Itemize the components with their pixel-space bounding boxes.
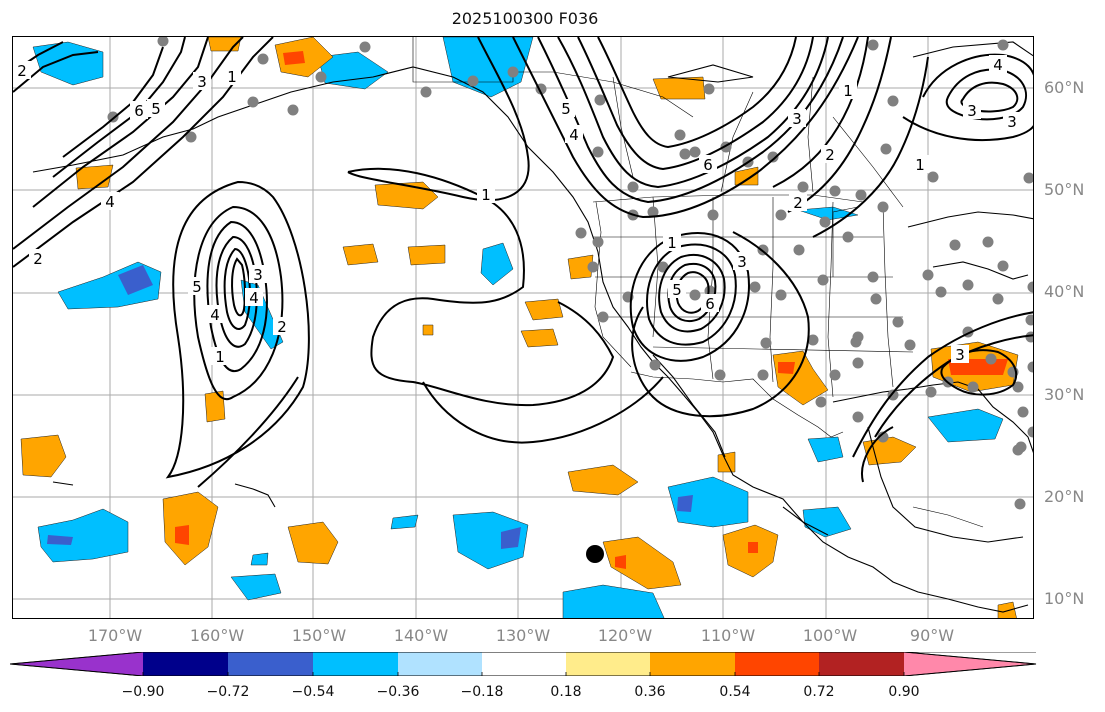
colorbar-tick-label: −0.36	[376, 684, 420, 700]
contour-label: 1	[843, 82, 853, 100]
contour-label: 4	[105, 193, 115, 211]
lon-label-160w: 160°W	[189, 626, 245, 645]
colorbar-tick-label: 0.54	[719, 684, 751, 700]
contour-label: 1	[227, 68, 237, 86]
colorbar-segment	[228, 652, 313, 676]
contour-label: 3	[955, 346, 965, 364]
lat-label-30n: 30°N	[1044, 385, 1085, 404]
contour-label: 5	[561, 100, 571, 118]
colorbar-tick-label: 0.72	[803, 684, 835, 700]
lon-label-120w: 120°W	[597, 626, 653, 645]
colorbar-segment	[313, 652, 398, 676]
colorbar-tick-label: −0.18	[460, 684, 504, 700]
colorbar-tick-label: −0.72	[206, 684, 250, 700]
map-panel[interactable]: 6 5 4 3 2 1 1 5 4 3 2 4 2 5	[12, 36, 1034, 619]
contour-label: 6	[134, 102, 144, 120]
colorbar-tick-label: 0.36	[634, 684, 666, 700]
colorbar-segment	[482, 652, 566, 676]
colorbar-tick-label: −0.90	[121, 684, 165, 700]
contour-label: 6	[705, 295, 715, 313]
colorbar-segment	[735, 652, 819, 676]
contour-label: 4	[249, 289, 259, 307]
contour-label: 2	[793, 194, 803, 212]
contour-label: 2	[33, 250, 43, 268]
contour-label: 2	[277, 318, 287, 336]
colorbar-segment	[143, 652, 228, 676]
contour-label: 4	[210, 306, 220, 324]
contour-label: 3	[197, 73, 207, 91]
lon-label-170w: 170°W	[87, 626, 143, 645]
lon-label-140w: 140°W	[393, 626, 449, 645]
positive-anomaly-patches	[20, 37, 1019, 618]
contour-label: 3	[737, 253, 747, 271]
lat-label-20n: 20°N	[1044, 487, 1085, 506]
lon-label-90w: 90°W	[909, 626, 955, 645]
contour-label: 1	[215, 348, 225, 366]
station-markers	[107, 37, 1033, 510]
colorbar-segment	[650, 652, 735, 676]
lon-label-150w: 150°W	[291, 626, 347, 645]
map-canvas: 6 5 4 3 2 1 1 5 4 3 2 4 2 5	[13, 37, 1033, 618]
contour-label: 6	[703, 156, 713, 174]
colorbar-tick-label: 0.90	[888, 684, 920, 700]
storm-center-marker	[586, 545, 604, 563]
lat-label-60n: 60°N	[1044, 78, 1085, 97]
contour-label: 1	[481, 186, 491, 204]
colorbar-segment	[10, 652, 143, 676]
lat-label-10n: 10°N	[1044, 589, 1085, 608]
contour-label: 3	[1007, 113, 1017, 131]
lon-label-100w: 100°W	[802, 626, 858, 645]
contour-label: 4	[993, 56, 1003, 74]
colorbar-segment	[904, 652, 1036, 676]
lat-label-50n: 50°N	[1044, 180, 1085, 199]
contour-label: 1	[667, 234, 677, 252]
lon-label-130w: 130°W	[495, 626, 551, 645]
contour-label: 3	[967, 102, 977, 120]
lat-label-40n: 40°N	[1044, 282, 1085, 301]
contour-label: 5	[151, 100, 161, 118]
anomaly-contours	[13, 37, 1033, 488]
lon-label-110w: 110°W	[700, 626, 756, 645]
contour-label: 5	[192, 278, 202, 296]
contour-label: 3	[253, 266, 263, 284]
colorbar-tick-label: 0.18	[550, 684, 582, 700]
colorbar-tick-label: −0.54	[291, 684, 335, 700]
map-title: 2025100300 F036	[451, 9, 599, 28]
colorbar-segment	[398, 652, 482, 676]
colorbar-segment	[819, 652, 904, 676]
contour-label: 2	[825, 146, 835, 164]
contour-label: 4	[569, 126, 579, 144]
colorbar-segment	[566, 652, 650, 676]
contour-label: 5	[672, 281, 682, 299]
contour-label: 1	[915, 156, 925, 174]
colorbar	[10, 652, 1037, 676]
contour-label: 3	[792, 110, 802, 128]
contour-label: 2	[17, 62, 27, 80]
contour-labels: 6 5 4 3 2 1 1 5 4 3 2 4 2 5	[13, 55, 1021, 366]
